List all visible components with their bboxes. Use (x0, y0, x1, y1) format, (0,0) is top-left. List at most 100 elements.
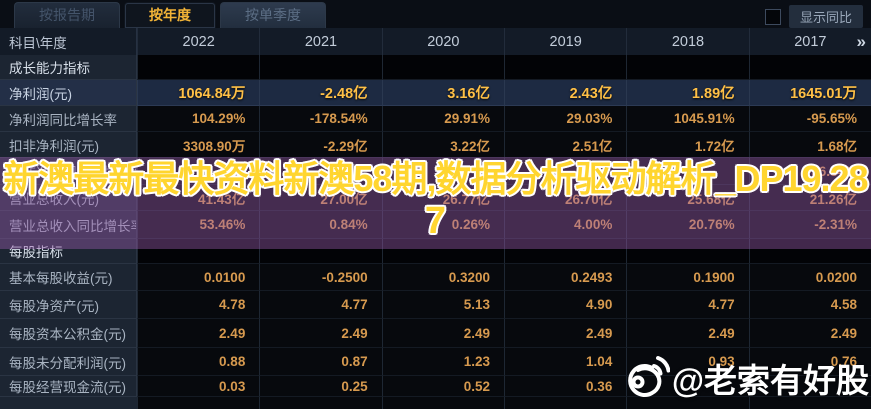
cell-value (137, 397, 260, 409)
cell-value: 1.04 (504, 348, 627, 376)
tab-by-year[interactable]: 按年度 (124, 2, 216, 28)
tab-report-period[interactable]: 按报告期 (14, 2, 120, 28)
table-row[interactable]: 营业总收入(元) 41.43亿 27.00亿 26.77亿 26.70亿 25.68亿 21… (0, 185, 871, 211)
table-row[interactable]: 净利润(元) 1064.84万 -2.48亿 3.16亿 2.43亿 1.89亿 1645.… (0, 80, 871, 106)
cell-value (381, 397, 504, 409)
cell-value: 0.52 (381, 376, 504, 397)
table-row[interactable]: 扣非净利润(元) 3308.90万 -2.29亿 3.22亿 2.51亿 1.72亿 1.6… (0, 132, 871, 158)
cell-value: 53.46% (137, 211, 260, 239)
cell-value: 1064.84万 (137, 80, 260, 106)
cell-value: 0.93 (626, 348, 749, 376)
cell-value: 3.22亿 (381, 132, 504, 158)
cell-value: 4.77 (626, 291, 749, 319)
cell-value: 0.03 (137, 376, 260, 397)
cell-value: -2.48亿 (259, 80, 382, 106)
cell-value: 1.89亿 (626, 80, 749, 106)
cell-value (259, 397, 382, 409)
table-row[interactable]: 基本每股收益(元) 0.0100 -0.2500 0.3200 0.2493 0.1900… (0, 264, 871, 291)
cell-value: 0.3200 (381, 264, 504, 291)
cell-value: 1.72亿 (626, 132, 749, 158)
cell-value: 4.00% (504, 211, 627, 239)
table-row[interactable]: 每股净资产(元) 4.78 4.77 5.13 4.90 4.77 4.58 (0, 291, 871, 319)
cell-value: -2.31% (748, 211, 871, 239)
year-column-header: 2017 (748, 28, 871, 55)
row-label: 每股经营现金流(元) (0, 376, 137, 397)
row-label: 净利润同比增长率 (0, 106, 137, 132)
table-row[interactable]: 每股经营现金流(元) 0.03 0.25 0.52 0.36 (0, 376, 871, 397)
section-title: 每股指标 (0, 239, 137, 264)
cell-value: 20.76% (626, 211, 749, 239)
table-row[interactable]: 每股未分配利润(元) 0.88 0.87 1.23 1.04 0.93 0.76 (0, 348, 871, 376)
cell-value (748, 376, 871, 397)
cell-value (137, 158, 260, 185)
table-header-row: 科目\年度 2022 2021 2020 2019 2018 2017» (0, 28, 871, 55)
tab-single-quarter[interactable]: 按单季度 (220, 2, 326, 28)
row-label: 每股净资产(元) (0, 291, 137, 319)
table-row[interactable]: 净利润同比增长率 104.29% -178.54% 29.91% 29.03% 1045.… (0, 106, 871, 132)
section-title-row: 成长能力指标 (0, 55, 871, 80)
section-empty-cell (259, 55, 382, 80)
year-column-header: 2018 (626, 28, 748, 55)
cell-value: 2.49 (137, 319, 260, 348)
cell-value: 26.70亿 (504, 185, 627, 211)
cell-value: 3.16亿 (381, 80, 504, 106)
yoy-toggle-group: 显示同比 (764, 5, 863, 28)
year-column-header: 2020 (381, 28, 504, 55)
weibo-icon (618, 353, 670, 403)
yoy-label[interactable]: 显示同比 (788, 5, 863, 28)
section-empty-cell (381, 55, 504, 80)
cell-value: 1.23 (381, 348, 504, 376)
cell-value: 4.90 (504, 291, 627, 319)
cell-value: 27.00亿 (259, 185, 382, 211)
row-label: 净利润(元) (0, 80, 137, 106)
cell-value: 0.87 (259, 348, 382, 376)
cell-value: -2.29亿 (259, 132, 382, 158)
row-label: 扣非净利润同比增长率 (0, 158, 137, 185)
cell-value (259, 158, 382, 185)
corner-label: 科目\年度 (0, 28, 137, 55)
row-label (0, 397, 137, 409)
cell-value: 1.68亿 (748, 132, 871, 158)
more-years-chevron-icon[interactable]: » (856, 31, 867, 51)
section-empty-cell (381, 239, 504, 264)
cell-value: 26.77亿 (381, 185, 504, 211)
cell-value: 0.36 (504, 376, 627, 397)
cell-value (626, 158, 749, 185)
weibo-watermark: @老索有好股 (618, 353, 869, 403)
cell-value: 0.25 (259, 376, 382, 397)
year-column-header: 2022 (137, 28, 259, 55)
cell-value: 4.78 (137, 291, 260, 319)
tab-bar: 按报告期 按年度 按单季度 显示同比 (0, 0, 871, 28)
cell-value: 0.2493 (504, 264, 627, 291)
cell-value: 0.88 (137, 348, 260, 376)
cell-value: -0.2500 (259, 264, 382, 291)
section-empty-cell (137, 55, 260, 80)
cell-value: 0.1900 (626, 264, 749, 291)
yoy-checkbox[interactable] (764, 8, 781, 25)
row-label: 每股未分配利润(元) (0, 348, 137, 376)
cell-value: 41.43亿 (137, 185, 260, 211)
weibo-handle: @老索有好股 (671, 362, 869, 399)
cell-value: -95.65% (748, 106, 871, 132)
row-label: 营业总收入(元) (0, 185, 137, 211)
year-column-header: 2019 (504, 28, 626, 55)
cell-value: 0.0100 (137, 264, 260, 291)
section-empty-cell (259, 239, 382, 264)
cell-value: 0.76 (748, 348, 871, 376)
table-row[interactable]: 每股资本公积金(元) 2.49 2.49 2.49 2.49 2.49 2.49 (0, 319, 871, 348)
table-row[interactable]: 扣非净利润同比增长率 -56.34% (0, 158, 871, 185)
cell-value: 2.43亿 (504, 80, 627, 106)
cell-value: 25.68亿 (626, 185, 749, 211)
cell-value: 0.84% (259, 211, 382, 239)
section-empty-cell (626, 55, 749, 80)
cell-value: 2.49 (259, 319, 382, 348)
cell-value: 29.03% (504, 106, 627, 132)
cell-value: -178.54% (259, 106, 382, 132)
table-row[interactable]: 营业总收入同比增长率 53.46% 0.84% 0.26% 4.00% 20.76% -2.… (0, 211, 871, 239)
cell-value: 104.29% (137, 106, 260, 132)
cell-value: 2.49 (381, 319, 504, 348)
cell-value (504, 397, 627, 409)
section-title-row: 每股指标 (0, 239, 871, 264)
row-label: 营业总收入同比增长率 (0, 211, 137, 239)
cell-value: 21.26亿 (748, 185, 871, 211)
